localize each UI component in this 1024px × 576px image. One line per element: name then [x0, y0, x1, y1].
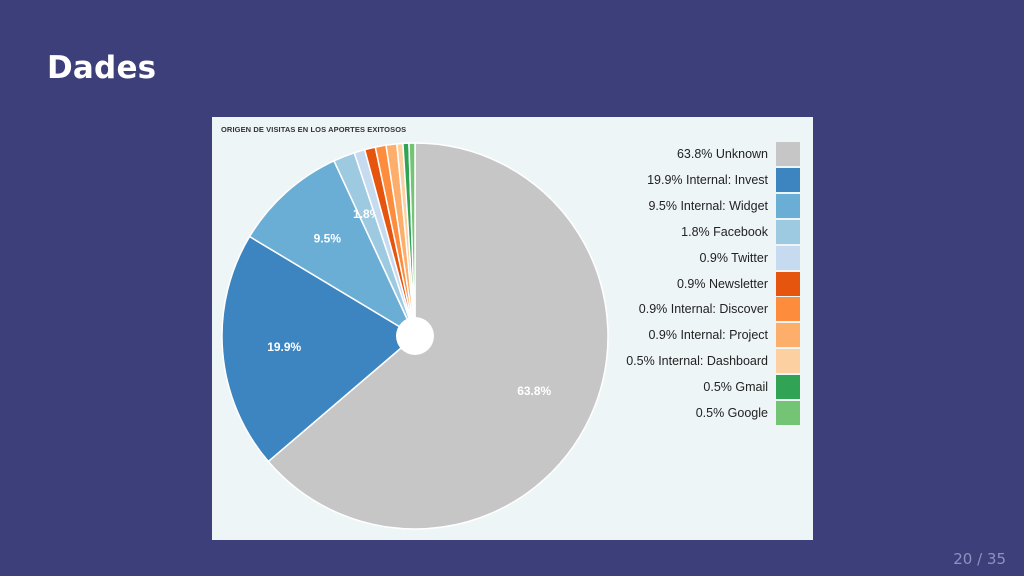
legend-item: 0.5% Gmail: [703, 375, 800, 400]
legend-item: 0.9% Newsletter: [676, 271, 800, 296]
legend-label: 63.8% Unknown: [676, 147, 768, 161]
slide-title: Dades: [47, 50, 157, 86]
pie-slice: [248, 159, 417, 338]
legend-item: 0.9% Internal: Project: [648, 323, 800, 348]
legend-item: 0.9% Internal: Discover: [638, 297, 800, 322]
legend-swatch: [776, 167, 800, 192]
pie-center-hole: [396, 317, 434, 355]
legend-label: 0.5% Gmail: [703, 380, 768, 395]
pie-chart: 63.8%19.9%9.5%1.8%: [221, 142, 609, 530]
legend-swatch: [776, 193, 800, 218]
legend-label: 19.9% Internal: Invest: [647, 172, 768, 187]
legend-swatch: [776, 219, 800, 244]
legend-item: 1.8% Facebook: [681, 219, 800, 244]
page-number: 20 / 35: [953, 550, 1006, 568]
legend-swatch: [776, 245, 800, 270]
legend-swatch: [776, 401, 800, 425]
slice-label: 9.5%: [314, 231, 342, 245]
legend-swatch: [776, 323, 800, 348]
legend-label: 0.5% Internal: Dashboard: [626, 354, 768, 369]
pie-slice: [267, 142, 609, 530]
legend-label: 0.9% Twitter: [699, 250, 768, 265]
legend-swatch: [776, 349, 800, 374]
legend-swatch: [776, 142, 800, 166]
pie-slice: [408, 142, 416, 337]
legend-item: 0.5% Google: [696, 401, 800, 425]
legend-label: 0.9% Newsletter: [676, 276, 768, 291]
legend-item: 63.8% Unknown: [677, 142, 800, 166]
legend-label: 0.9% Internal: Discover: [638, 302, 768, 317]
legend-swatch: [776, 297, 800, 322]
legend-item: 19.9% Internal: Invest: [647, 167, 800, 192]
legend-swatch: [776, 271, 800, 296]
chart-title: ORIGEN DE VISITAS EN LOS APORTES EXITOSO…: [221, 125, 407, 134]
slice-label: 63.8%: [517, 384, 551, 398]
legend-label: 9.5% Internal: Widget: [648, 198, 768, 213]
legend-item: 9.5% Internal: Widget: [648, 193, 800, 218]
slice-label: 19.9%: [267, 340, 301, 354]
legend-label: 0.5% Google: [695, 406, 768, 420]
legend-swatch: [776, 375, 800, 400]
legend-item: 0.5% Internal: Dashboard: [626, 349, 800, 374]
pie-slice: [221, 235, 417, 463]
legend-label: 1.8% Facebook: [681, 224, 768, 239]
chart-panel: ORIGEN DE VISITAS EN LOS APORTES EXITOSO…: [212, 117, 813, 540]
legend-item: 0.9% Twitter: [699, 245, 800, 270]
legend-label: 0.9% Internal: Project: [648, 328, 768, 343]
